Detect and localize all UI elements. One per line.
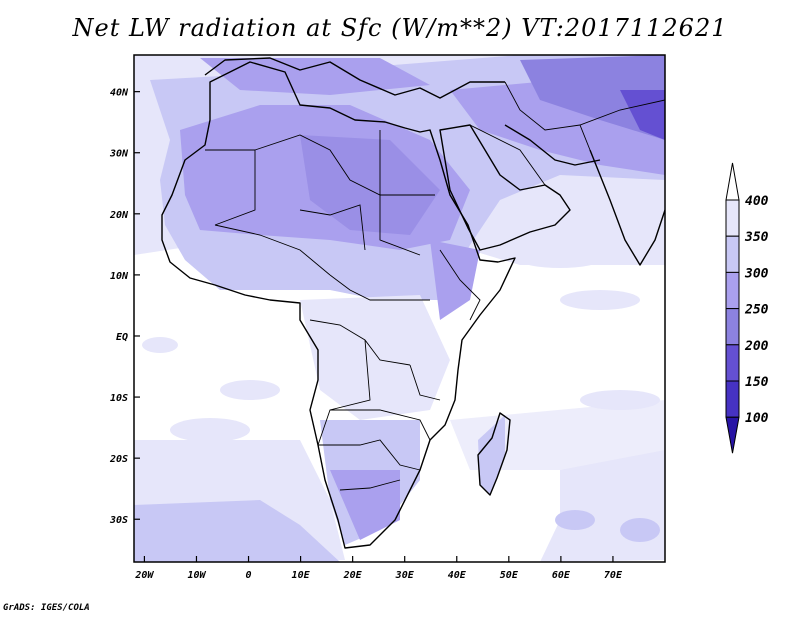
x-tick-label: 70E: [604, 570, 623, 581]
y-tick-label: 20S: [109, 454, 128, 465]
x-tick-label: 20E: [343, 570, 363, 581]
colorbar-label: 350: [744, 230, 769, 245]
colorbar-label: 100: [745, 411, 769, 426]
colorbar-label: 150: [745, 375, 769, 390]
colorbar: 400 350 300 250 200 150 100: [725, 162, 769, 454]
y-tick-label: 30N: [109, 149, 129, 160]
map-frame: [133, 54, 666, 563]
x-tick-label: 10E: [292, 570, 311, 581]
colorbar-label: 250: [744, 303, 769, 318]
africa-coastline: [161, 61, 516, 549]
y-tick-label: 20N: [109, 210, 129, 221]
colorbar-swatch: [725, 344, 740, 382]
colorbar-swatch: [725, 380, 740, 418]
colorbar-swatch: [725, 271, 740, 310]
y-tick-label: 30S: [109, 515, 128, 526]
x-tick-label: 20W: [134, 570, 154, 581]
coastlines: [161, 57, 665, 549]
x-tick-label: 60E: [552, 570, 571, 581]
colorbar-top-arrow: [725, 162, 740, 201]
arabia-coastline: [439, 124, 571, 251]
colorbar-label: 400: [745, 194, 769, 209]
y-tick-label: EQ: [116, 332, 128, 343]
colorbar-swatch: [725, 308, 740, 346]
x-tick-label: 50E: [500, 570, 519, 581]
india-coastline: [589, 149, 665, 266]
radiation-field: [134, 55, 665, 562]
y-tick-label: 10S: [110, 393, 128, 404]
map-axes: 20W 10W 0 10E 20E 30E 40E 50E 60E 70E 40N 30N 20N 10N…: [109, 88, 623, 581]
madagascar-coastline: [477, 412, 511, 496]
persian-gulf-coastline: [504, 124, 601, 166]
footer-credit: GrADS: IGES/COLA: [3, 603, 90, 613]
x-tick-label: 30E: [395, 570, 415, 581]
y-tick-label: 10N: [110, 271, 129, 282]
country-borders: [205, 81, 665, 491]
x-tick-label: 0: [246, 570, 252, 581]
x-tick-label: 10W: [187, 570, 206, 581]
colorbar-swatch: [725, 199, 740, 237]
y-tick-label: 40N: [110, 88, 129, 99]
colorbar-label: 300: [744, 266, 769, 281]
colorbar-swatch: [725, 235, 740, 273]
europe-coastline: [204, 57, 505, 99]
colorbar-bottom-arrow: [725, 416, 740, 454]
x-tick-label: 40E: [448, 570, 467, 581]
colorbar-label: 200: [744, 339, 769, 354]
map-title: Net LW radiation at Sfc (W/m**2) VT:2017…: [72, 14, 728, 42]
